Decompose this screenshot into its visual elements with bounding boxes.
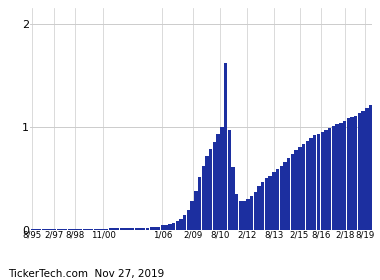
- Bar: [298, 147, 302, 230]
- Bar: [138, 228, 142, 230]
- Bar: [228, 130, 231, 230]
- Bar: [276, 169, 279, 230]
- Bar: [49, 228, 52, 230]
- Bar: [146, 228, 149, 230]
- Bar: [369, 105, 372, 230]
- Bar: [190, 201, 194, 230]
- Bar: [57, 228, 60, 230]
- Bar: [53, 228, 56, 230]
- Bar: [172, 223, 175, 230]
- Bar: [194, 190, 198, 230]
- Bar: [71, 228, 75, 230]
- Bar: [64, 228, 67, 230]
- Bar: [320, 132, 324, 230]
- Bar: [179, 219, 183, 230]
- Bar: [261, 182, 264, 230]
- Bar: [153, 227, 157, 230]
- Bar: [42, 228, 45, 230]
- Bar: [165, 225, 168, 230]
- Bar: [217, 134, 220, 230]
- Bar: [157, 227, 160, 230]
- Bar: [86, 228, 90, 230]
- Bar: [205, 155, 209, 230]
- Bar: [339, 123, 342, 230]
- Bar: [239, 201, 242, 230]
- Bar: [324, 130, 328, 230]
- Bar: [161, 225, 164, 230]
- Bar: [82, 228, 86, 230]
- Bar: [302, 144, 306, 230]
- Bar: [358, 113, 361, 230]
- Bar: [105, 228, 108, 230]
- Bar: [365, 108, 369, 230]
- Bar: [294, 150, 298, 230]
- Bar: [176, 221, 179, 230]
- Bar: [272, 172, 276, 230]
- Bar: [187, 210, 190, 230]
- Bar: [142, 228, 146, 230]
- Bar: [183, 215, 186, 230]
- Bar: [291, 155, 294, 230]
- Bar: [253, 192, 257, 230]
- Bar: [313, 135, 317, 230]
- Bar: [168, 225, 171, 230]
- Bar: [350, 117, 354, 230]
- Bar: [60, 228, 64, 230]
- Bar: [287, 158, 290, 230]
- Bar: [75, 228, 79, 230]
- Bar: [90, 228, 93, 230]
- Bar: [283, 162, 287, 230]
- Bar: [116, 228, 119, 230]
- Bar: [246, 199, 250, 230]
- Bar: [336, 124, 339, 230]
- Bar: [343, 121, 346, 230]
- Bar: [231, 167, 235, 230]
- Bar: [328, 128, 331, 230]
- Bar: [209, 149, 212, 230]
- Bar: [220, 127, 223, 230]
- Bar: [213, 142, 216, 230]
- Bar: [306, 141, 309, 230]
- Text: TickerTech.com  Nov 27, 2019: TickerTech.com Nov 27, 2019: [8, 269, 164, 279]
- Bar: [34, 228, 38, 230]
- Bar: [79, 228, 82, 230]
- Bar: [120, 228, 123, 230]
- Bar: [127, 228, 131, 230]
- Bar: [250, 196, 253, 230]
- Bar: [30, 228, 34, 230]
- Bar: [149, 227, 153, 230]
- Bar: [265, 178, 268, 230]
- Bar: [68, 228, 71, 230]
- Bar: [268, 176, 272, 230]
- Bar: [361, 111, 365, 230]
- Bar: [201, 166, 205, 230]
- Bar: [109, 228, 112, 230]
- Bar: [135, 228, 138, 230]
- Bar: [131, 228, 135, 230]
- Bar: [46, 228, 49, 230]
- Bar: [101, 228, 105, 230]
- Bar: [97, 228, 101, 230]
- Bar: [94, 228, 97, 230]
- Bar: [309, 138, 313, 230]
- Bar: [38, 228, 41, 230]
- Bar: [235, 193, 238, 230]
- Bar: [332, 126, 335, 230]
- Bar: [317, 134, 320, 230]
- Bar: [347, 118, 350, 230]
- Bar: [224, 63, 227, 230]
- Bar: [112, 228, 116, 230]
- Bar: [354, 116, 357, 230]
- Bar: [124, 228, 127, 230]
- Bar: [257, 186, 261, 230]
- Bar: [198, 177, 201, 230]
- Bar: [280, 166, 283, 230]
- Bar: [242, 201, 246, 230]
